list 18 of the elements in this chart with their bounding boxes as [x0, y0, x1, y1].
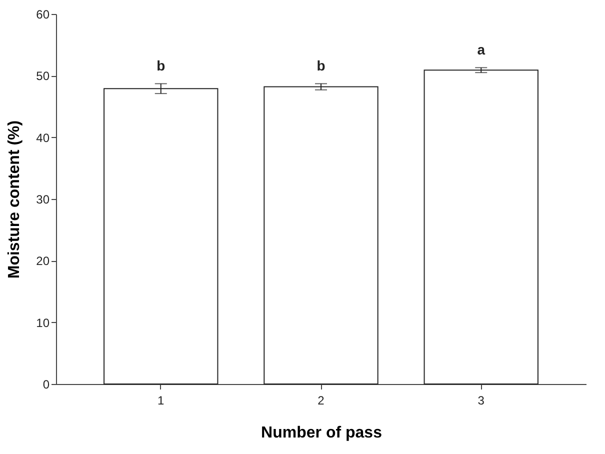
y-tick-label: 20 [36, 254, 50, 268]
x-tick-label: 2 [318, 394, 325, 408]
bar [104, 88, 218, 384]
bar [264, 86, 378, 384]
y-tick-label: 40 [36, 130, 50, 145]
x-tick-label: 1 [158, 394, 165, 408]
x-axis-title: Number of pass [261, 424, 382, 442]
y-tick-label: 60 [36, 8, 50, 22]
y-tick-label: 0 [42, 378, 50, 392]
y-tick-label: 30 [36, 192, 50, 206]
annotation: b [156, 58, 166, 74]
x-tick-label: 3 [478, 394, 485, 408]
bar [424, 70, 538, 384]
y-axis-title: Moisture content (%) [6, 120, 24, 279]
y-tick-label: 10 [36, 316, 50, 330]
annotation: a [477, 42, 486, 58]
y-tick-label: 50 [36, 69, 50, 84]
annotation: b [316, 58, 326, 74]
